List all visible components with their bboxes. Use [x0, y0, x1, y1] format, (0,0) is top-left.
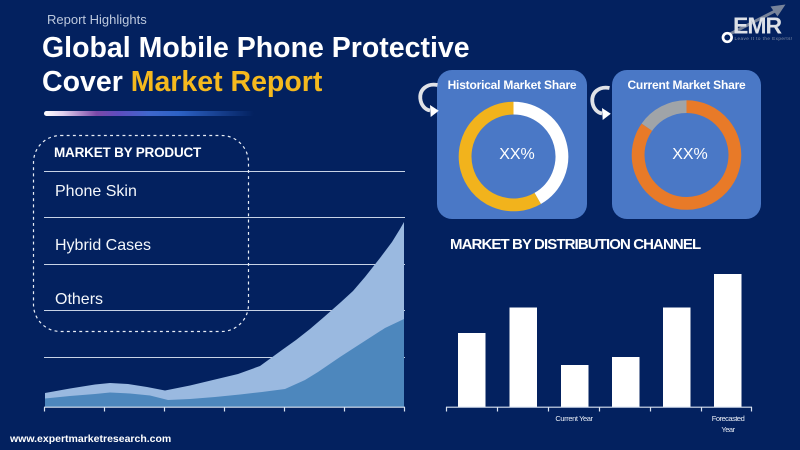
svg-text:Leave It to the Experts!: Leave It to the Experts! [735, 36, 793, 41]
svg-text:EMR: EMR [733, 13, 783, 39]
